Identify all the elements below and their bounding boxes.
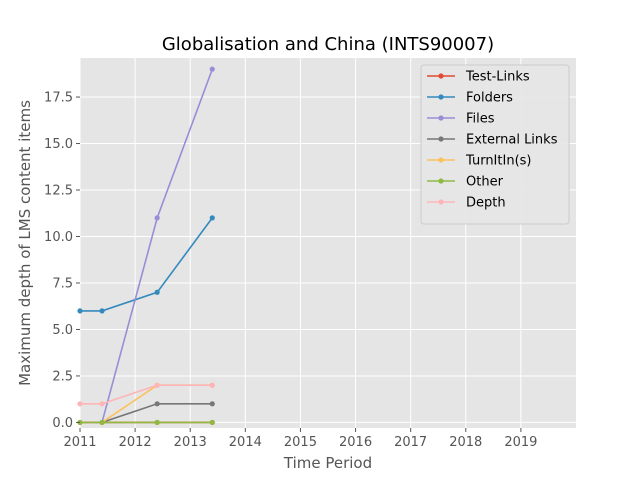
x-tick-label: 2017 — [394, 435, 427, 450]
legend-label: Test-Links — [465, 70, 530, 85]
series-depth — [77, 382, 215, 407]
data-point-external-links — [209, 401, 215, 407]
data-point-folders — [154, 289, 160, 295]
x-axis: 2011 2012 2013 2014 2015 2016 2017 2018 2019 — [63, 428, 537, 450]
legend-marker — [438, 199, 444, 205]
x-tick-label: 2018 — [449, 435, 482, 450]
y-tick-label: 17.5 — [44, 91, 73, 106]
y-tick-label: 2.5 — [52, 369, 73, 384]
legend-marker — [438, 115, 444, 121]
legend-box — [420, 64, 570, 225]
x-axis-label: Time Period — [283, 454, 372, 472]
x-tick-label: 2013 — [174, 435, 207, 450]
series-folders — [77, 215, 215, 314]
data-point-other — [99, 419, 105, 426]
y-tick-label: 10.0 — [44, 230, 73, 245]
y-axis: 0.0 2.5 5.0 7.5 10.0 12.5 15.0 17.5 — [44, 91, 80, 431]
y-tick-label: 7.5 — [52, 276, 73, 291]
data-point-depth — [154, 382, 160, 388]
data-point-folders — [99, 308, 105, 314]
legend-marker — [438, 157, 444, 163]
legend-label: Files — [466, 112, 495, 127]
legend-label: Other — [466, 175, 504, 190]
x-tick-label: 2014 — [229, 435, 262, 450]
y-tick-label: 15.0 — [44, 137, 73, 152]
data-point-depth — [77, 401, 83, 407]
x-tick-label: 2011 — [63, 435, 96, 450]
data-point-other — [154, 419, 160, 426]
legend: Test-Links Folders Files External Links Turn… — [420, 64, 570, 225]
legend-label: Folders — [466, 91, 513, 106]
legend-item-files: Files — [427, 112, 495, 127]
data-point-depth — [209, 382, 215, 388]
legend-item-turnitin-s: TurnItIn(s) — [427, 154, 531, 169]
series-layer — [77, 66, 215, 426]
legend-item-folders: Folders — [427, 91, 513, 106]
legend-marker — [438, 136, 444, 142]
legend-item-external-links: External Links — [427, 133, 558, 148]
series-other — [77, 419, 215, 426]
y-tick-label: 0.0 — [52, 416, 73, 431]
legend-marker — [438, 94, 444, 100]
legend-label: External Links — [466, 133, 558, 148]
x-tick-label: 2015 — [284, 435, 317, 450]
legend-label: TurnItIn(s) — [465, 154, 531, 169]
y-axis-label: Maximum depth of LMS content items — [16, 100, 34, 386]
series-external-links — [99, 401, 215, 426]
legend-marker — [438, 73, 444, 79]
legend-item-test-links: Test-Links — [427, 70, 530, 85]
data-point-depth — [99, 401, 105, 407]
x-tick-label: 2012 — [119, 435, 152, 450]
legend-label: Depth — [466, 196, 506, 211]
data-point-files — [154, 215, 160, 221]
chart-title: Globalisation and China (INTS90007) — [162, 34, 494, 55]
series-line-depth — [80, 384, 213, 405]
data-point-other — [209, 419, 215, 426]
legend-item-other: Other — [427, 175, 504, 190]
x-tick-label: 2016 — [339, 435, 372, 450]
data-point-folders — [209, 215, 215, 221]
data-point-external-links — [154, 401, 160, 407]
data-point-files — [209, 66, 215, 72]
legend-marker — [438, 178, 444, 184]
x-tick-label: 2019 — [504, 435, 537, 450]
legend-item-depth: Depth — [427, 196, 506, 211]
series-line-folders — [80, 217, 213, 312]
y-tick-label: 5.0 — [52, 323, 73, 338]
y-tick-label: 12.5 — [44, 184, 73, 199]
data-point-folders — [77, 308, 83, 314]
